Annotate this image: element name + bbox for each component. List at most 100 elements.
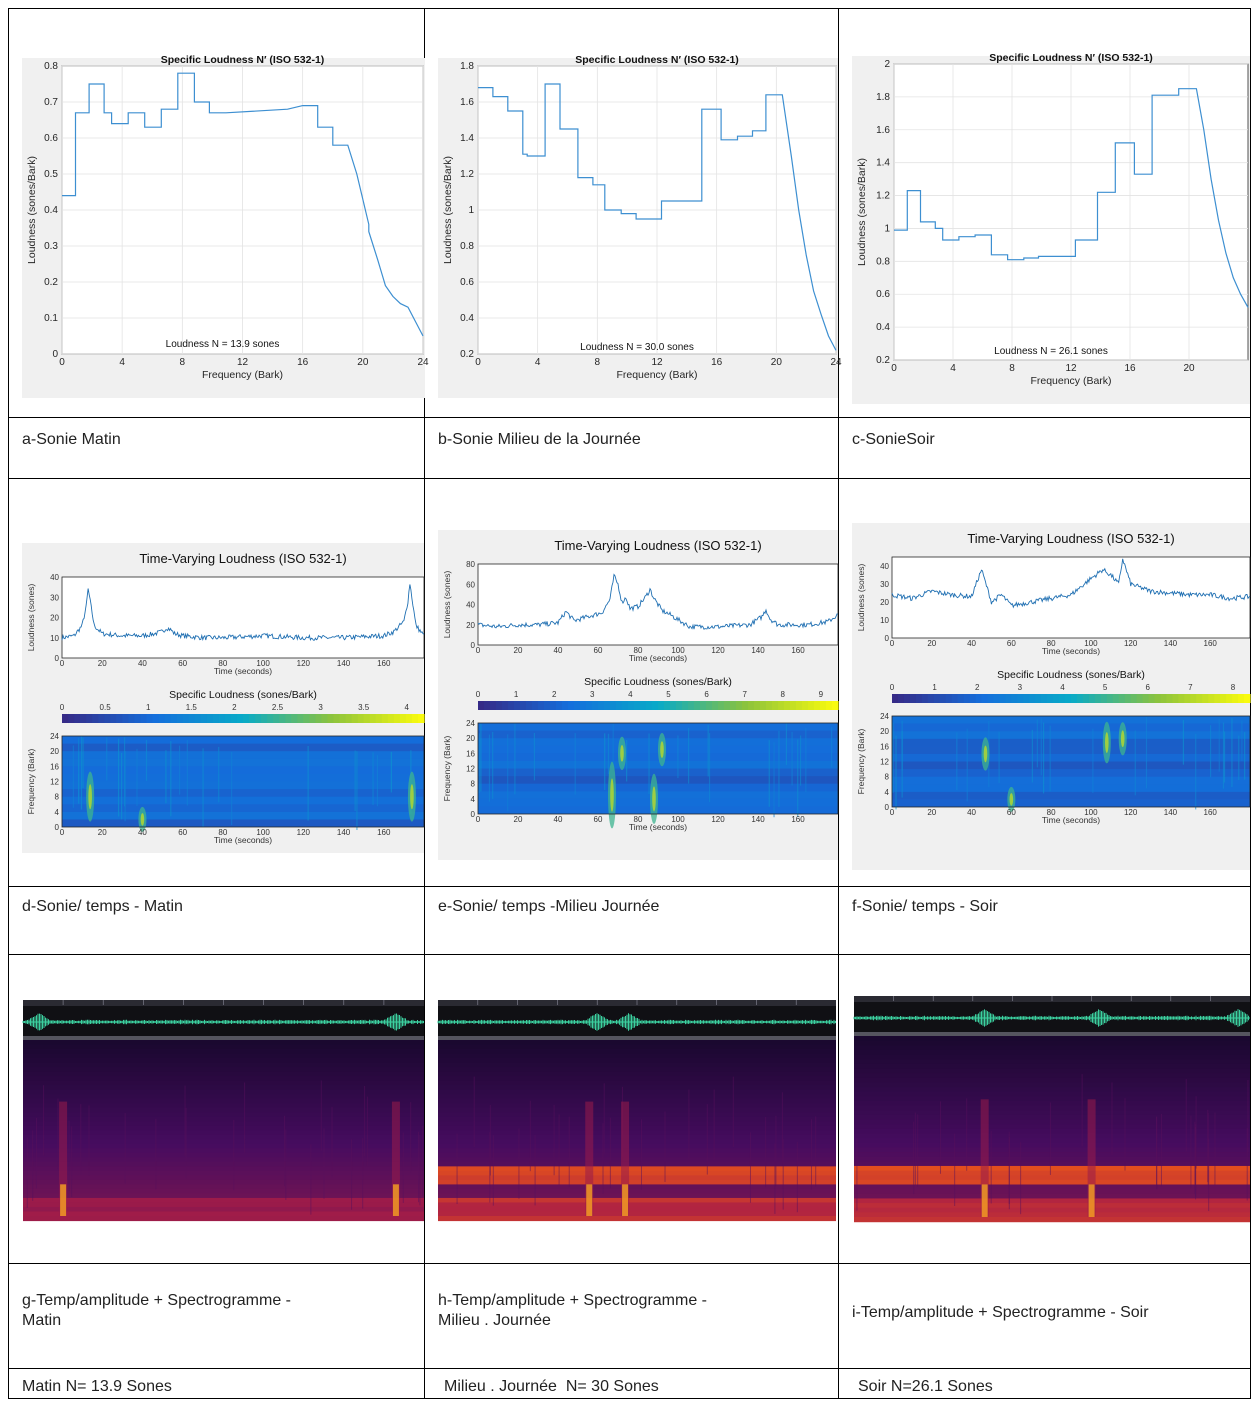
colorbar-segment: [1196, 694, 1203, 703]
x-tick-label: 20: [357, 357, 369, 368]
spectrogram-band: [62, 782, 424, 790]
spectrogram-hotspot-core: [610, 778, 614, 811]
colorbar-segment: [634, 701, 641, 710]
spectrogram-streak: [422, 1126, 423, 1196]
spectrogram-streak: [1195, 1127, 1196, 1199]
spectrogram-streak: [709, 733, 710, 802]
colorbar-segment: [1005, 694, 1012, 703]
colorbar-segment: [1017, 694, 1024, 703]
waveform-spectrogram-matin: [23, 1000, 424, 1221]
colorbar-segment: [1095, 694, 1102, 703]
colorbar-segment: [574, 701, 581, 710]
spectrogram-streak: [610, 1118, 611, 1188]
spectrogram-streak: [106, 737, 107, 780]
colorbar-segment: [255, 714, 262, 723]
spectrogram-x-axis-label: Time (seconds): [1042, 815, 1100, 825]
colorbar-tick-label: 0: [476, 690, 481, 699]
x-tick-label: 0: [891, 363, 897, 374]
spectrogram-streak: [1037, 719, 1038, 767]
colorbar-segment: [682, 701, 689, 710]
chart-title: Time-Varying Loudness (ISO 532-1): [967, 531, 1174, 546]
spectrogram-row: [23, 1148, 424, 1153]
spectrogram-row: [854, 1059, 1250, 1064]
spectrogram-streak: [575, 733, 576, 795]
spectrogram-x-tick-label: 140: [751, 815, 765, 824]
spectrogram-band: [62, 759, 424, 767]
colorbar-segment: [778, 701, 785, 710]
spectrogram-row: [854, 1045, 1250, 1050]
colorbar-segment: [1131, 694, 1138, 703]
y-tick-label: 1.4: [460, 133, 474, 144]
colorbar-segment: [946, 694, 953, 703]
spectrogram-streak: [626, 740, 627, 781]
spectrogram-row: [23, 1180, 424, 1185]
spectrogram-streak: [559, 1114, 560, 1184]
spectrogram-y-tick-label: 0: [471, 810, 476, 819]
spectrogram-streak: [1082, 1074, 1083, 1146]
spectrogram-band: [478, 769, 838, 777]
chart-title: Specific Loudness N′ (ISO 532-1): [989, 52, 1153, 64]
spectrogram-streak: [677, 735, 678, 778]
spectrogram-streak: [185, 1086, 186, 1156]
colorbar-segment: [1238, 694, 1245, 703]
y-tick-label: 20: [50, 614, 59, 623]
spectrogram-x-tick-label: 20: [927, 808, 936, 817]
spectrogram-row: [854, 1068, 1250, 1073]
spectrogram-streak: [377, 755, 378, 806]
x-tick-label: 120: [711, 646, 725, 655]
spectrogram-y-tick-label: 4: [885, 788, 890, 797]
spectrogram-streak: [1009, 1137, 1010, 1209]
colorbar-segment: [658, 701, 665, 710]
spectrogram-row: [23, 1045, 424, 1050]
spectrogram-row: [438, 1085, 836, 1090]
colorbar-segment: [676, 701, 683, 710]
y-tick-label: 1.2: [876, 191, 890, 202]
y-tick-label: 1.8: [460, 61, 474, 72]
spectrogram-streak: [786, 723, 787, 765]
colorbar-title: Specific Loudness (sones/Bark): [169, 689, 317, 701]
spectrogram-x-tick-label: 160: [377, 828, 391, 837]
spectrogram-band: [478, 738, 838, 746]
spectrogram-row: [854, 1073, 1250, 1078]
colorbar-segment: [904, 694, 911, 703]
spectrogram-hotspot-core: [1010, 793, 1014, 806]
y-tick-label: 0.8: [460, 241, 474, 252]
colorbar-segment: [62, 714, 69, 723]
colorbar-tick-label: 5: [1103, 683, 1108, 692]
colorbar-segment: [982, 694, 989, 703]
colorbar-segment: [400, 714, 407, 723]
colorbar-segment: [165, 714, 172, 723]
colorbar-segment: [820, 701, 827, 710]
spectrogram-streak: [534, 733, 535, 780]
spectrogram-streak: [1043, 723, 1044, 794]
colorbar-tick-label: 1: [932, 683, 937, 692]
colorbar-segment: [1208, 694, 1215, 703]
colorbar-tick-label: 4: [1060, 683, 1065, 692]
colorbar-segment: [640, 701, 647, 710]
colorbar-tick-label: 6: [704, 690, 709, 699]
spectrogram-row: [854, 1106, 1250, 1111]
colorbar-segment: [910, 694, 917, 703]
x-tick-label: 20: [771, 357, 783, 368]
colorbar-segment: [598, 701, 605, 710]
spectrogram-hotspot-core: [1121, 730, 1125, 747]
spectrogram-streak: [1214, 1113, 1215, 1185]
spectrogram-row: [23, 1175, 424, 1180]
spectrogram-row: [438, 1081, 836, 1086]
spectrogram-streak: [372, 752, 373, 805]
spectrogram-streak: [1195, 734, 1196, 810]
colorbar-segment: [370, 714, 377, 723]
spectrogram-band: [478, 791, 838, 799]
spectrogram-row: [854, 1198, 1250, 1203]
spectrogram-x-tick-label: 120: [711, 815, 725, 824]
spectrogram-streak: [187, 740, 188, 806]
colorbar-segment: [1190, 694, 1197, 703]
y-tick-label: 10: [880, 616, 889, 625]
colorbar-segment: [98, 714, 105, 723]
colorbar-segment: [1113, 694, 1120, 703]
spectrogram-streak: [78, 751, 79, 804]
colorbar-tick-label: 0: [890, 683, 895, 692]
spectrogram-x-axis-label: Time (seconds): [214, 835, 272, 845]
y-tick-label: 1.4: [876, 158, 890, 169]
colorbar-segment: [694, 701, 701, 710]
